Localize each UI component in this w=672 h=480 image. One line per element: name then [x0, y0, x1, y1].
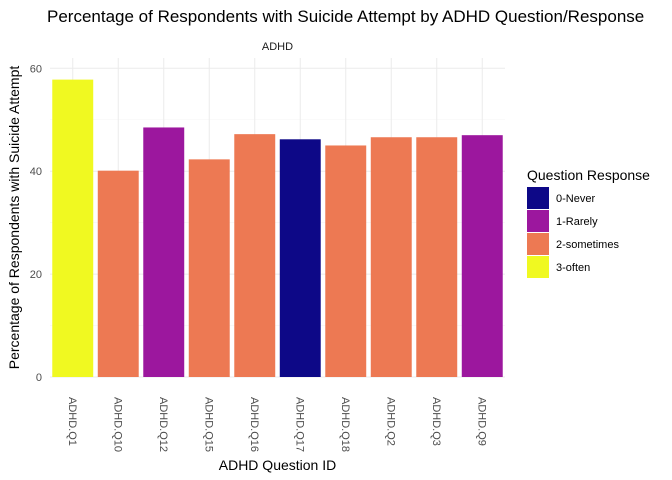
x-tick-label: ADHD.Q2: [384, 397, 396, 446]
bar-adhd-q9: [461, 135, 503, 377]
legend-key-0-never: [527, 187, 549, 209]
chart-title: Percentage of Respondents with Suicide A…: [47, 7, 644, 26]
bar-adhd-q18: [325, 145, 367, 377]
x-tick-label: ADHD.Q15: [202, 397, 214, 452]
legend-title: Question Response: [527, 167, 650, 183]
facet-label: ADHD: [262, 41, 293, 53]
x-tick-label: ADHD.Q16: [248, 397, 260, 452]
y-tick-label: 20: [30, 269, 42, 281]
bar-adhd-q1: [52, 79, 94, 377]
x-tick-label: ADHD.Q12: [157, 397, 169, 452]
legend: Question Response 0-Never 1-Rarely 2-somet…: [527, 167, 650, 278]
legend-label: 1-Rarely: [556, 216, 598, 228]
legend-key-3-often: [527, 256, 549, 278]
bar-adhd-q3: [416, 137, 458, 377]
bar-adhd-q12: [143, 127, 185, 377]
y-tick-label: 60: [30, 63, 42, 75]
legend-key-1-rarely: [527, 210, 549, 232]
x-tick-label: ADHD.Q3: [430, 397, 442, 446]
x-axis-title: ADHD Question ID: [219, 457, 336, 473]
bar-adhd-q2: [370, 137, 412, 377]
x-tick-label: ADHD.Q9: [475, 397, 487, 446]
y-axis-title: Percentage of Respondents with Suicide A…: [6, 66, 22, 370]
legend-key-2-sometimes: [527, 233, 549, 255]
x-tick-label: ADHD.Q10: [111, 397, 123, 452]
legend-label: 0-Never: [556, 193, 595, 205]
x-tick-label: ADHD.Q1: [66, 397, 78, 446]
legend-label: 3-often: [556, 262, 590, 274]
x-tick-label: ADHD.Q17: [293, 397, 305, 452]
legend-label: 2-sometimes: [556, 239, 619, 251]
bar-adhd-q10: [97, 170, 139, 377]
bar-adhd-q17: [279, 139, 321, 377]
bars: [52, 79, 503, 377]
bar-adhd-q16: [234, 134, 276, 377]
x-tick-label: ADHD.Q18: [339, 397, 351, 452]
y-tick-label: 40: [30, 166, 42, 178]
y-axis-ticks: 0 20 40 60: [30, 63, 42, 384]
y-tick-label: 0: [36, 372, 42, 384]
x-axis-ticks: ADHD.Q1 ADHD.Q10 ADHD.Q12 ADHD.Q15 ADHD.Q16 A…: [66, 397, 488, 452]
bar-adhd-q15: [188, 159, 230, 377]
